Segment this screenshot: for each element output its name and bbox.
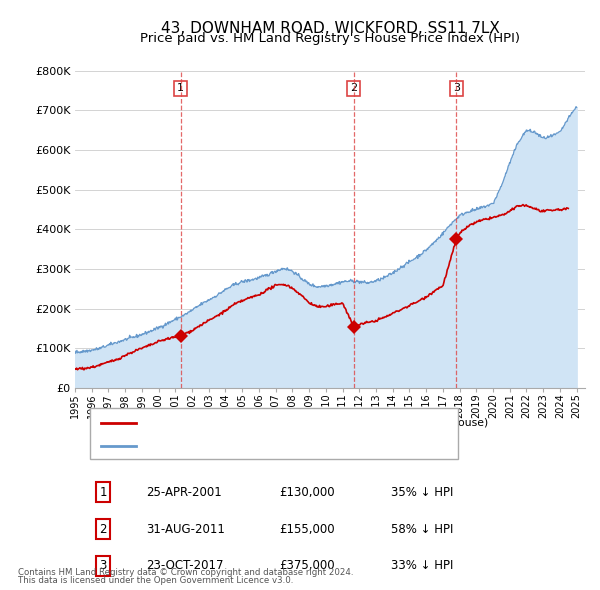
Text: 2: 2 (100, 523, 107, 536)
Text: HPI: Average price, detached house, Chelmsford: HPI: Average price, detached house, Chel… (146, 441, 411, 451)
Text: 58% ↓ HPI: 58% ↓ HPI (391, 523, 454, 536)
Text: £155,000: £155,000 (279, 523, 335, 536)
Text: 43, DOWNHAM ROAD, WICKFORD, SS11 7LX (detached house): 43, DOWNHAM ROAD, WICKFORD, SS11 7LX (de… (146, 418, 488, 428)
Text: £375,000: £375,000 (279, 559, 335, 572)
Text: This data is licensed under the Open Government Licence v3.0.: This data is licensed under the Open Gov… (18, 576, 293, 585)
Text: 33% ↓ HPI: 33% ↓ HPI (391, 559, 454, 572)
Text: 3: 3 (453, 84, 460, 93)
Text: £130,000: £130,000 (279, 486, 335, 499)
Text: 2: 2 (350, 84, 357, 93)
Text: 1: 1 (177, 84, 184, 93)
Text: 1: 1 (100, 486, 107, 499)
Text: 25-APR-2001: 25-APR-2001 (146, 486, 222, 499)
Text: Price paid vs. HM Land Registry's House Price Index (HPI): Price paid vs. HM Land Registry's House … (140, 32, 520, 45)
Text: 35% ↓ HPI: 35% ↓ HPI (391, 486, 454, 499)
Text: 3: 3 (100, 559, 107, 572)
Text: 43, DOWNHAM ROAD, WICKFORD, SS11 7LX: 43, DOWNHAM ROAD, WICKFORD, SS11 7LX (161, 21, 499, 35)
Text: 31-AUG-2011: 31-AUG-2011 (146, 523, 225, 536)
Text: Contains HM Land Registry data © Crown copyright and database right 2024.: Contains HM Land Registry data © Crown c… (18, 568, 353, 577)
Bar (90, 408, 458, 459)
Text: 23-OCT-2017: 23-OCT-2017 (146, 559, 224, 572)
